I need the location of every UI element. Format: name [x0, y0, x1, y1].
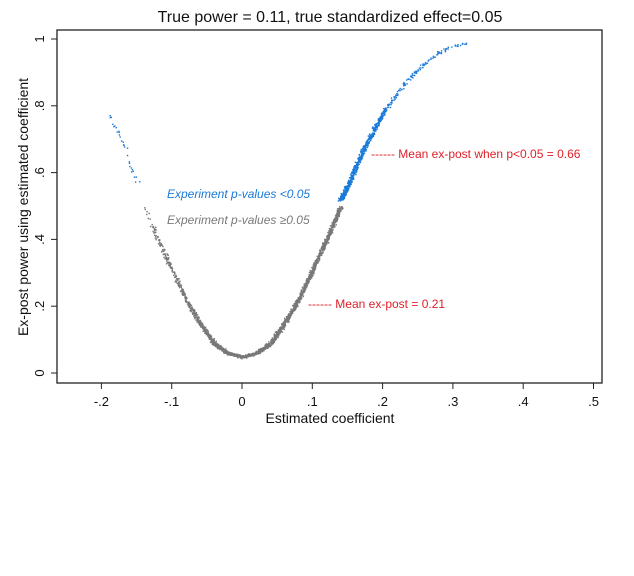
x-tick-label: .1 — [307, 394, 318, 409]
y-tick-label: 1 — [32, 35, 47, 42]
legend-nonsignificant: Experiment p-values ≥0.05 — [167, 213, 310, 227]
x-tick-label: -.1 — [164, 394, 179, 409]
y-tick-label: .2 — [32, 301, 47, 312]
x-tick-label: -.2 — [94, 394, 109, 409]
y-tick-label: 0 — [32, 369, 47, 376]
chart-title: True power = 0.11, true standardized eff… — [158, 9, 503, 26]
legend-significant: Experiment p-values <0.05 — [167, 187, 310, 201]
annotation-mean-all: ------ Mean ex-post = 0.21 — [308, 297, 445, 311]
plot-frame — [56, 29, 603, 384]
y-tick-label: .6 — [32, 167, 47, 178]
x-tick-label: .3 — [447, 394, 458, 409]
y-axis: 0 .2 .4 .6 .8 1 — [32, 35, 57, 377]
y-tick-label: .4 — [32, 234, 47, 245]
x-axis: -.2 -.1 0 .1 .2 .3 .4 .5 — [94, 383, 599, 409]
x-tick-label: 0 — [238, 394, 245, 409]
series-nonsignificant — [144, 205, 344, 360]
y-tick-label: .8 — [32, 100, 47, 111]
x-axis-label: Estimated coefficient — [266, 410, 395, 426]
x-tick-label: .5 — [588, 394, 599, 409]
x-tick-label: .4 — [518, 394, 529, 409]
y-axis-label: Ex-post power using estimated coefficien… — [15, 78, 31, 336]
annotation-mean-significant: ------ Mean ex-post when p<0.05 = 0.66 — [371, 147, 581, 161]
series-significant — [109, 42, 468, 202]
x-tick-label: .2 — [377, 394, 388, 409]
